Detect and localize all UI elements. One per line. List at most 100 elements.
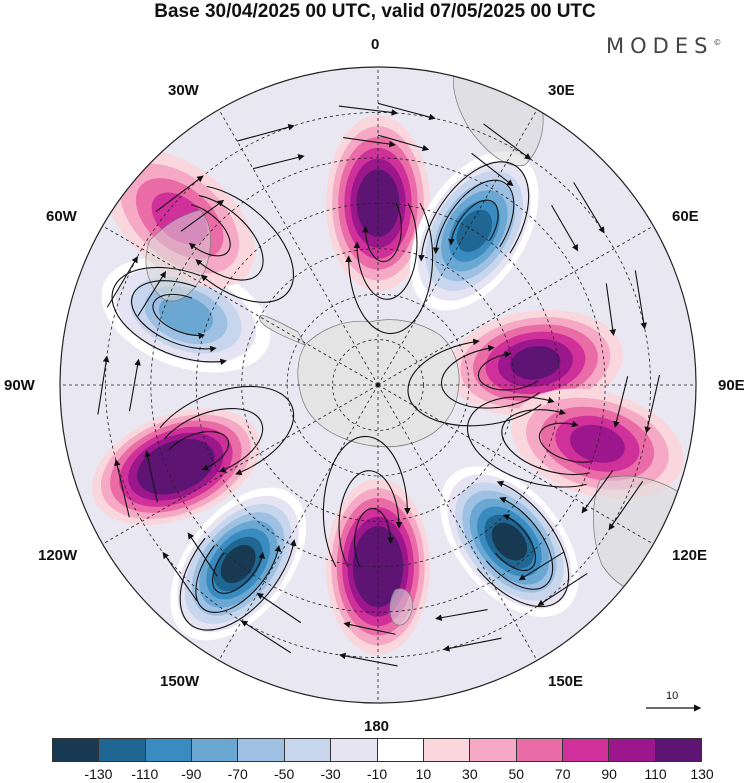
anomaly-contour <box>491 522 528 561</box>
wind-streamline <box>345 203 434 335</box>
positive-anomaly <box>91 408 260 526</box>
wind-arrow <box>137 271 166 317</box>
colorbar-swatch <box>331 739 378 761</box>
colorbar-swatch <box>53 739 100 761</box>
wind-streamline <box>538 420 593 463</box>
meridian-line <box>377 225 654 386</box>
wind-streamline <box>111 266 227 366</box>
meridian-line <box>218 384 379 661</box>
wind-arrow <box>97 355 110 415</box>
wind-arrow <box>435 609 488 621</box>
wind-arrow <box>144 450 158 503</box>
wind-streamline <box>188 204 231 257</box>
colorbar-swatch <box>423 739 471 761</box>
modes-logo: MODES© <box>606 34 721 58</box>
lon-label-60e: 60E <box>672 208 699 225</box>
wind-streamline <box>164 407 264 473</box>
new-zealand <box>389 588 413 626</box>
streamline-group <box>448 199 499 246</box>
streamline-group <box>188 204 231 257</box>
lon-label-90w: 90W <box>4 377 35 394</box>
wind-arrow <box>240 620 292 654</box>
colorbar-tick-label: -10 <box>366 766 388 782</box>
wind-streamline <box>179 537 297 631</box>
colorbar-swatch <box>470 739 517 761</box>
wind-arrow <box>613 376 629 428</box>
latitude-circle <box>150 157 606 613</box>
anomaly-contour <box>155 451 197 483</box>
reference-vector-label: 10 <box>666 690 679 702</box>
colorbar-swatch <box>145 739 193 761</box>
colorbar-swatch <box>609 739 656 761</box>
latitude-circle <box>241 248 515 522</box>
wind-arrow <box>114 459 130 518</box>
wind-arrow <box>644 375 661 434</box>
colorbar-tick-label: -130 <box>84 766 113 782</box>
colorbar-tick-label: 30 <box>462 766 478 782</box>
anomaly-contour <box>569 424 625 463</box>
streamline-group <box>418 161 530 262</box>
wind-arrow <box>442 637 502 652</box>
colorbar-tick-label: 130 <box>690 766 714 782</box>
lon-label-180: 180 <box>364 718 390 735</box>
streamline-group <box>152 293 206 340</box>
streamline-group <box>485 497 554 590</box>
colorbar-swatch <box>562 739 610 761</box>
wind-arrow <box>377 102 436 121</box>
wind-streamline <box>168 431 230 471</box>
wind-streamline <box>501 408 590 476</box>
streamline-group <box>322 435 411 567</box>
negative-anomaly <box>170 487 307 641</box>
wind-streamlines <box>97 102 661 667</box>
colorbar-tick-label: -110 <box>131 766 159 782</box>
colorbar-tick-label: 90 <box>601 766 617 782</box>
wind-arrow <box>483 123 532 160</box>
wind-streamline <box>131 280 217 353</box>
colorbar-tick-label: -50 <box>274 766 295 782</box>
wind-streamline <box>362 203 402 263</box>
streamline-group <box>495 514 537 571</box>
anomaly-contour <box>510 346 561 380</box>
brand-mark: © <box>713 38 722 47</box>
anomaly-contour <box>158 295 213 335</box>
wind-streamline <box>495 514 537 571</box>
colorbar-tick-label: -90 <box>181 766 202 782</box>
meridian-line <box>377 384 538 661</box>
colorbar-swatch <box>516 739 563 761</box>
wind-arrow <box>338 652 398 667</box>
lon-label-0: 0 <box>371 36 380 53</box>
lon-label-30w: 30W <box>168 82 199 99</box>
wind-arrow <box>605 283 617 337</box>
colorbar-swatch <box>284 739 332 761</box>
streamline-group <box>501 408 590 476</box>
colorbar-tick-label: 50 <box>508 766 525 782</box>
streamline-group <box>477 351 539 391</box>
colorbar-tick-label: 110 <box>644 766 667 782</box>
colorbar-swatch <box>238 739 285 761</box>
map-title: Base 30/04/2025 00 UTC, valid 07/05/2025… <box>154 1 596 22</box>
wind-arrow <box>162 551 198 602</box>
wind-arrow <box>471 152 514 187</box>
streamline-group <box>353 203 418 300</box>
lon-label-120e: 120E <box>672 547 708 564</box>
streamline-group <box>131 280 217 353</box>
negative-anomaly <box>440 466 579 617</box>
streamline-group <box>111 266 227 366</box>
wind-streamline <box>195 544 282 613</box>
wind-streamline <box>448 199 499 246</box>
wind-arrow <box>237 124 295 142</box>
lon-label-60w: 60W <box>46 208 77 225</box>
wind-arrow <box>256 592 302 624</box>
reference-arrow-icon <box>646 704 702 712</box>
streamline-group <box>432 179 515 255</box>
wind-arrow <box>634 270 648 330</box>
streamline-group <box>164 407 264 473</box>
wind-arrow <box>343 137 396 148</box>
wind-streamline <box>407 338 542 427</box>
wind-streamline <box>338 470 403 567</box>
streamline-group <box>440 344 540 409</box>
wind-streamline <box>353 203 418 300</box>
wind-arrow <box>155 175 204 213</box>
wind-streamline <box>432 179 515 255</box>
positive-anomaly <box>448 309 623 416</box>
